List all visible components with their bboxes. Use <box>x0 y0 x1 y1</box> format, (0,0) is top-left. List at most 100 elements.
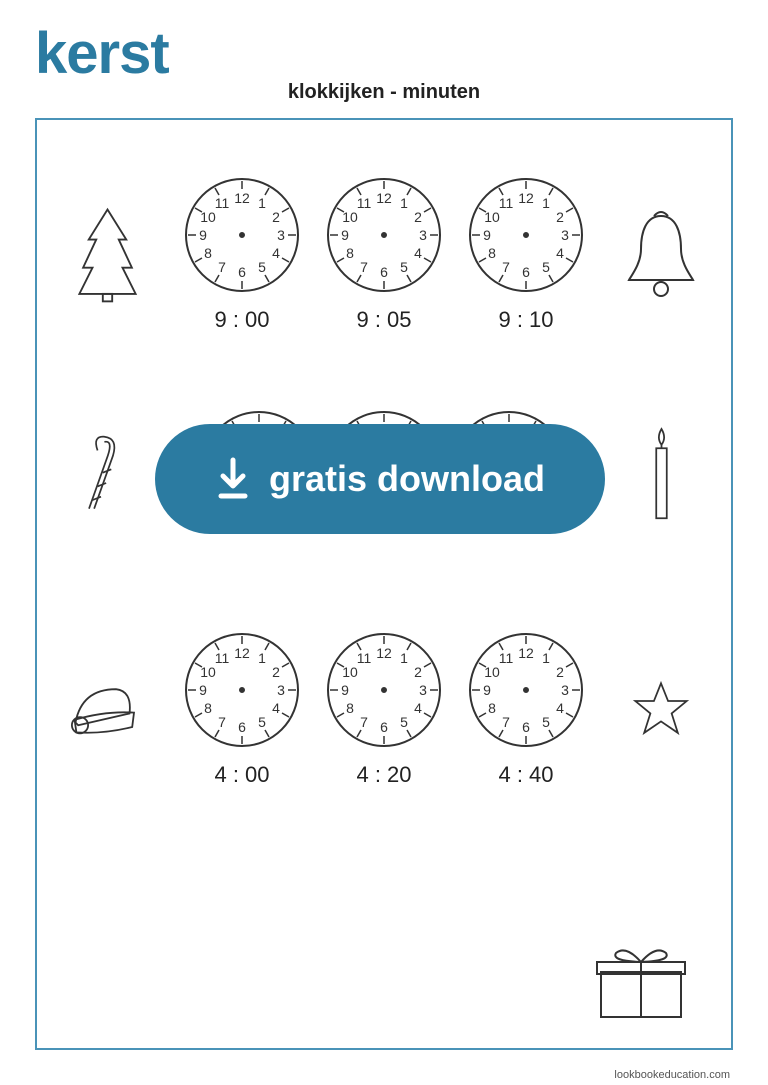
svg-text:10: 10 <box>484 209 500 225</box>
svg-text:9: 9 <box>483 227 491 243</box>
time-label: 4 : 20 <box>356 762 411 788</box>
svg-text:4: 4 <box>272 245 280 261</box>
svg-text:2: 2 <box>556 664 564 680</box>
svg-text:2: 2 <box>414 664 422 680</box>
svg-text:4: 4 <box>556 245 564 261</box>
svg-text:7: 7 <box>502 714 510 730</box>
svg-text:4: 4 <box>414 245 422 261</box>
clock-face: 121234567891011 <box>466 630 586 750</box>
candy-cane-icon <box>62 419 152 529</box>
clock-group: 121234567891011 9 : 00 121234567891011 9… <box>182 175 586 333</box>
clock-face: 12 12 3 45678 9 1011 <box>324 175 444 295</box>
svg-text:11: 11 <box>215 195 230 211</box>
time-label: 9 : 10 <box>498 307 553 333</box>
svg-text:1: 1 <box>400 195 408 211</box>
svg-text:6: 6 <box>380 264 388 280</box>
svg-text:12: 12 <box>234 190 250 206</box>
svg-text:3: 3 <box>419 682 427 698</box>
svg-text:12: 12 <box>518 645 534 661</box>
time-label: 4 : 00 <box>214 762 269 788</box>
svg-text:8: 8 <box>488 700 496 716</box>
svg-text:8: 8 <box>488 245 496 261</box>
svg-text:2: 2 <box>556 209 564 225</box>
svg-text:5: 5 <box>542 714 550 730</box>
svg-text:1: 1 <box>400 650 408 666</box>
svg-text:5: 5 <box>258 714 266 730</box>
clock-item: 12 12 3 45678 9 1011 9 : 05 <box>324 175 444 333</box>
svg-text:10: 10 <box>342 664 358 680</box>
tree-icon <box>62 199 152 309</box>
svg-text:12: 12 <box>518 190 534 206</box>
svg-text:1: 1 <box>542 195 550 211</box>
svg-text:1: 1 <box>258 195 266 211</box>
svg-text:7: 7 <box>502 259 510 275</box>
svg-text:5: 5 <box>400 259 408 275</box>
svg-text:10: 10 <box>200 209 216 225</box>
svg-text:6: 6 <box>522 719 530 735</box>
svg-text:11: 11 <box>357 195 372 211</box>
clock-item: 12 12 3 45678 9 1011 9 : 00 <box>182 175 302 333</box>
santa-hat-icon <box>62 654 152 764</box>
svg-text:6: 6 <box>238 719 246 735</box>
svg-text:9: 9 <box>199 682 207 698</box>
svg-text:12: 12 <box>234 645 250 661</box>
svg-text:7: 7 <box>360 714 368 730</box>
svg-text:9: 9 <box>341 682 349 698</box>
clock-group: 121234567891011 4 : 00 121234567891011 4… <box>182 630 586 788</box>
clock-face: 12 12 3 45678 9 1011 <box>182 175 302 295</box>
svg-text:1: 1 <box>258 650 266 666</box>
credit-text: lookbookeducation.com <box>614 1069 730 1081</box>
clock-face: 12 12 3 45678 9 1011 <box>324 630 444 750</box>
clock-face: 12 12 3 45678 9 1011 <box>182 630 302 750</box>
time-label: 9 : 05 <box>356 307 411 333</box>
svg-text:4: 4 <box>556 700 564 716</box>
svg-text:8: 8 <box>346 245 354 261</box>
svg-text:8: 8 <box>346 700 354 716</box>
page-title: kerst <box>35 20 733 87</box>
svg-text:2: 2 <box>272 209 280 225</box>
download-button[interactable]: gratis download <box>155 424 605 534</box>
svg-text:5: 5 <box>258 259 266 275</box>
svg-text:9: 9 <box>483 682 491 698</box>
clock-item: 12 12 3 45678 9 1011 4 : 00 <box>182 630 302 788</box>
svg-text:9: 9 <box>341 227 349 243</box>
svg-text:7: 7 <box>360 259 368 275</box>
svg-text:1: 1 <box>542 650 550 666</box>
svg-text:9: 9 <box>199 227 207 243</box>
svg-text:7: 7 <box>218 259 226 275</box>
svg-text:5: 5 <box>400 714 408 730</box>
clock-item: 121234567891011 9 : 10 <box>466 175 586 333</box>
svg-text:8: 8 <box>204 700 212 716</box>
svg-text:12: 12 <box>376 190 392 206</box>
svg-text:3: 3 <box>419 227 427 243</box>
svg-text:6: 6 <box>238 264 246 280</box>
svg-text:11: 11 <box>357 650 372 666</box>
svg-text:3: 3 <box>277 682 285 698</box>
svg-text:10: 10 <box>484 664 500 680</box>
svg-text:12: 12 <box>376 645 392 661</box>
svg-text:2: 2 <box>414 209 422 225</box>
svg-text:10: 10 <box>342 209 358 225</box>
gift-icon <box>591 937 691 1022</box>
svg-text:2: 2 <box>272 664 280 680</box>
svg-text:6: 6 <box>380 719 388 735</box>
svg-text:4: 4 <box>414 700 422 716</box>
svg-text:4: 4 <box>272 700 280 716</box>
candle-icon <box>616 419 706 529</box>
svg-text:8: 8 <box>204 245 212 261</box>
clock-face: 121234567891011 <box>466 175 586 295</box>
svg-text:11: 11 <box>215 650 230 666</box>
clock-item: 121234567891011 4 : 40 <box>466 630 586 788</box>
svg-text:11: 11 <box>499 195 514 211</box>
svg-text:11: 11 <box>499 650 514 666</box>
download-icon <box>215 456 251 502</box>
clock-row: 121234567891011 4 : 00 121234567891011 4… <box>62 630 706 788</box>
svg-text:7: 7 <box>218 714 226 730</box>
star-icon <box>616 654 706 764</box>
svg-text:10: 10 <box>200 664 216 680</box>
svg-text:3: 3 <box>561 227 569 243</box>
svg-text:5: 5 <box>542 259 550 275</box>
time-label: 9 : 00 <box>214 307 269 333</box>
svg-text:3: 3 <box>277 227 285 243</box>
download-label: gratis download <box>269 458 545 500</box>
